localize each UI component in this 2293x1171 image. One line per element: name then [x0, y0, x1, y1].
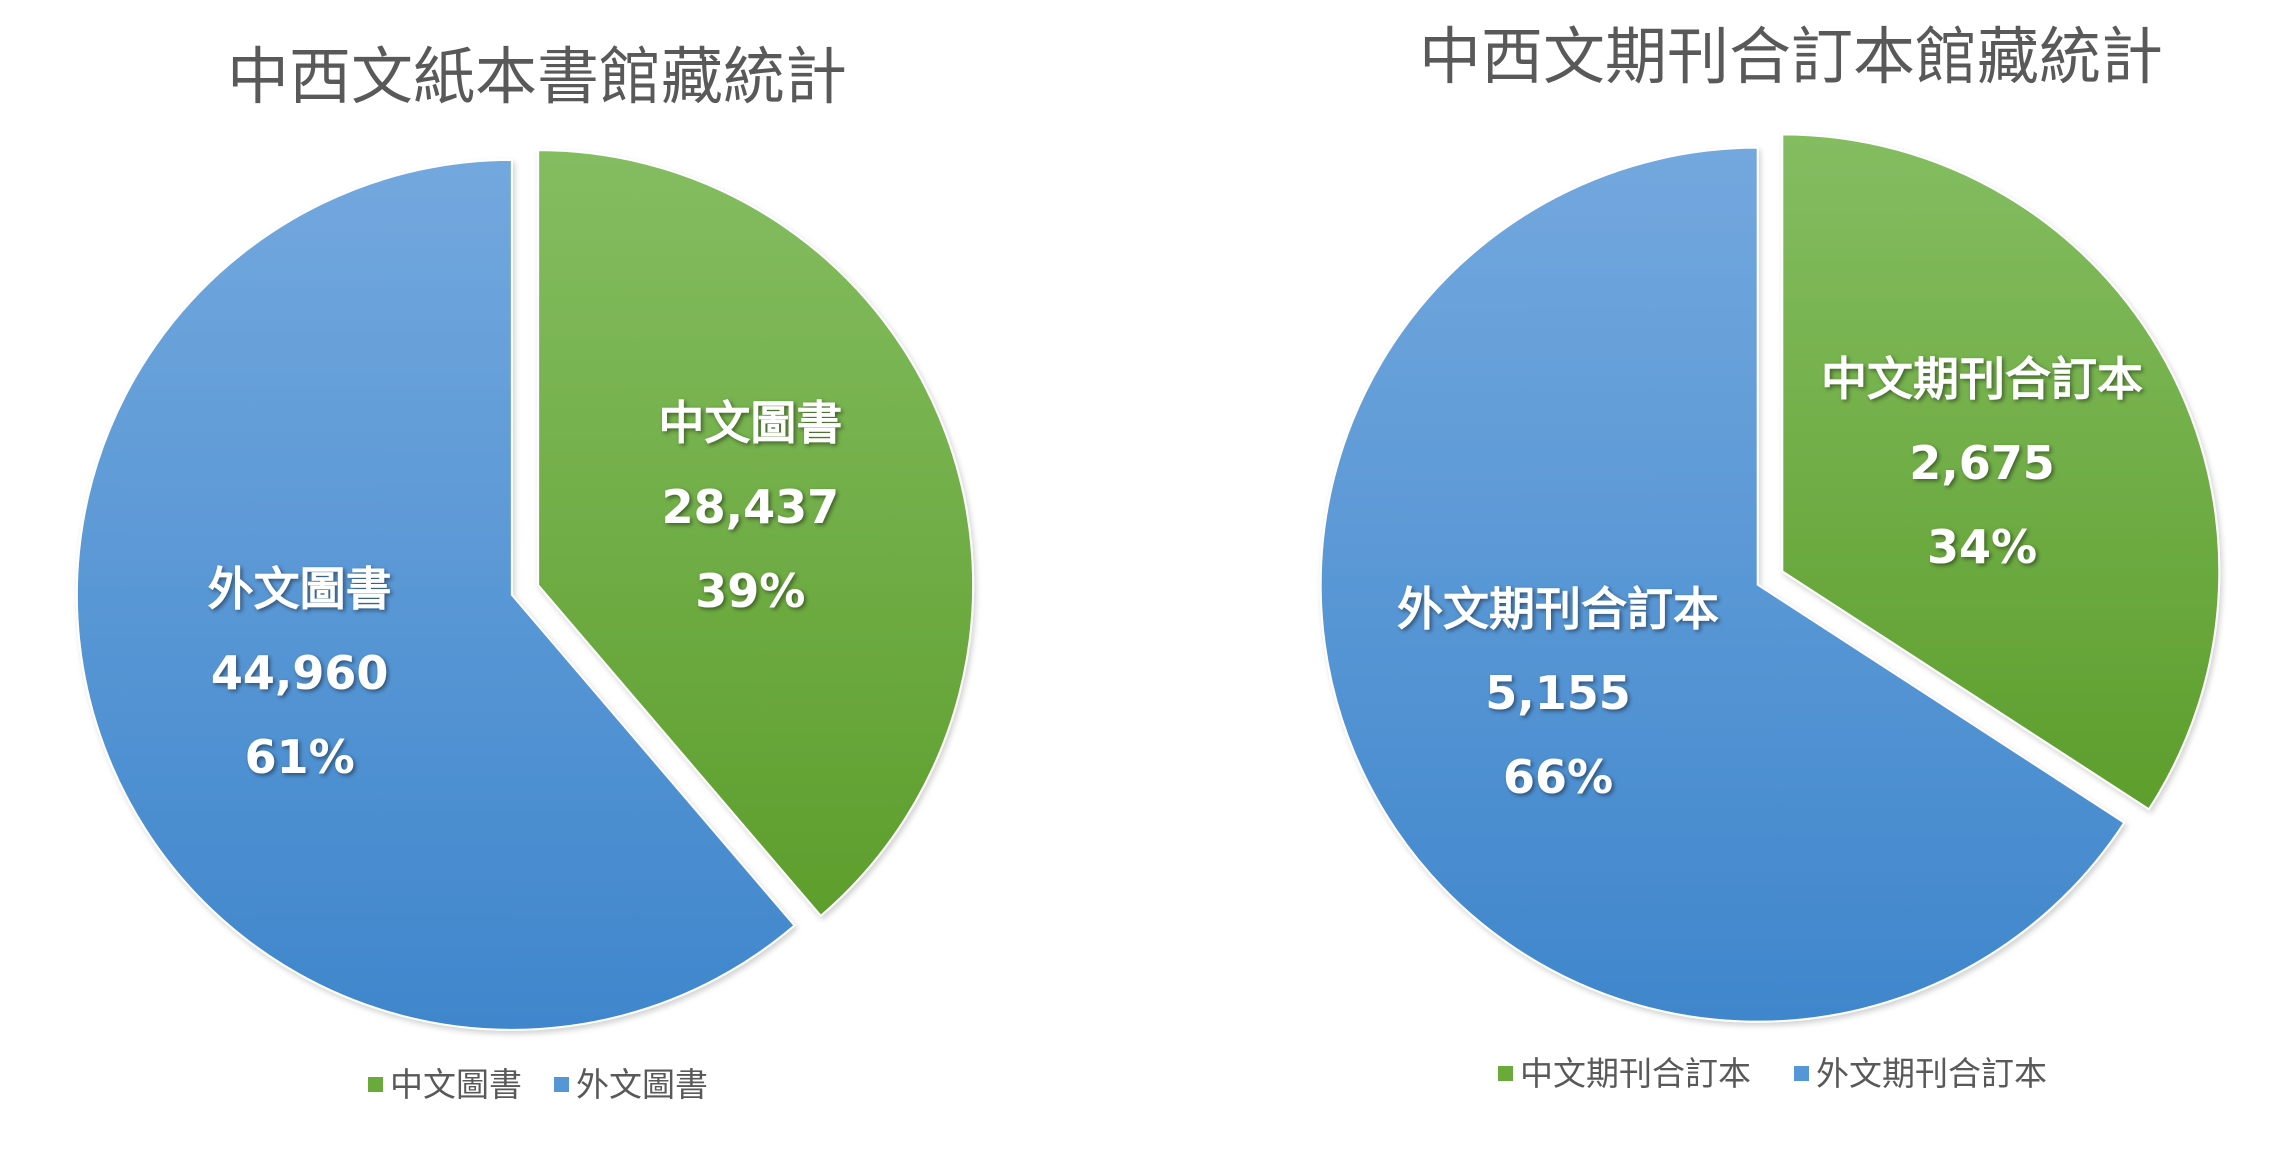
slice-percent-label-1: 66% — [1503, 750, 1613, 804]
chart-title: 中西文期刊合訂本館藏統計 — [1419, 20, 2163, 93]
legend-label-1: 外文期刊合訂本 — [1816, 1054, 2047, 1093]
slice-percent-label-0: 39% — [695, 564, 805, 618]
pie-slice-1 — [75, 158, 796, 1031]
legend-label-1: 外文圖書 — [576, 1065, 708, 1104]
slice-percent-label-0: 34% — [1927, 520, 2037, 574]
legend-swatch-0 — [368, 1077, 383, 1092]
slice-labels: 中文期刊合訂本 2,675 34% 外文期刊合訂本 5,155 66% — [1397, 352, 2143, 804]
legend-label-0: 中文期刊合訂本 — [1520, 1054, 1751, 1093]
slice-category-label-1: 外文期刊合訂本 — [1397, 582, 1719, 636]
legend-label-0: 中文圖書 — [390, 1065, 522, 1104]
slice-category-label-0: 中文期刊合訂本 — [1821, 352, 2143, 406]
slice-value-label-1: 5,155 — [1485, 666, 1631, 720]
legend-swatch-1 — [1794, 1066, 1809, 1081]
pie-slices — [75, 149, 975, 1031]
legend: 中文圖書 外文圖書 — [368, 1065, 708, 1104]
pie-chart-bound-periodicals: 中西文期刊合訂本館藏統計 中文期刊合訂本 2,675 34% 外文期刊合訂本 5,155… — [1319, 20, 2221, 1093]
pie-slices — [1319, 133, 2221, 1023]
slice-value-label-0: 2,675 — [1909, 436, 2055, 490]
legend-swatch-0 — [1498, 1066, 1513, 1081]
pie-slice-0 — [1781, 133, 2221, 811]
legend: 中文期刊合訂本 外文期刊合訂本 — [1498, 1054, 2047, 1093]
pie-chart-paper-books: 中西文紙本書館藏統計 中文圖書 28,437 39% 外文圖書 44,960 61% 中文… — [75, 40, 975, 1104]
legend-swatch-1 — [554, 1077, 569, 1092]
chart-title: 中西文紙本書館藏統計 — [227, 40, 847, 113]
pie-slice-1 — [1319, 146, 2126, 1023]
slice-value-label-1: 44,960 — [211, 646, 389, 700]
slice-category-label-0: 中文圖書 — [658, 396, 842, 450]
pie-slice-0 — [537, 149, 975, 918]
slice-value-label-0: 28,437 — [662, 480, 840, 534]
slice-percent-label-1: 61% — [245, 730, 355, 784]
slice-labels: 中文圖書 28,437 39% 外文圖書 44,960 61% — [208, 396, 843, 784]
slice-category-label-1: 外文圖書 — [208, 562, 392, 616]
